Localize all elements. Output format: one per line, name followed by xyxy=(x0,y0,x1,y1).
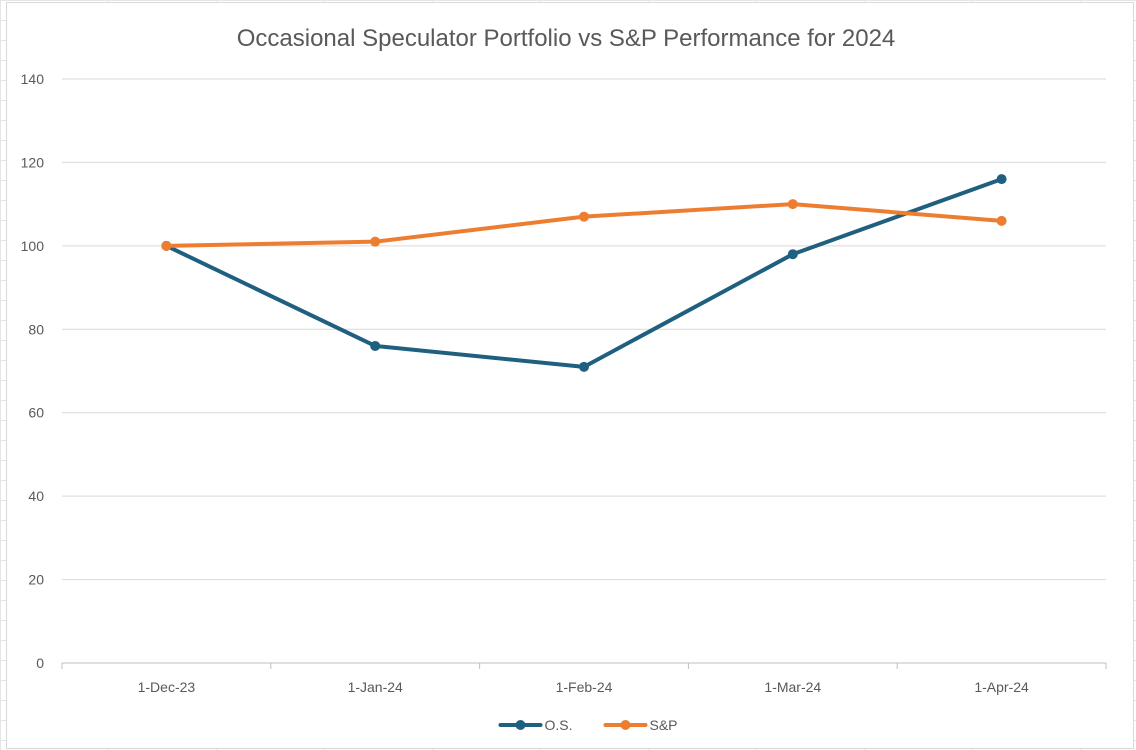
data-point xyxy=(370,340,381,351)
chart-area[interactable] xyxy=(6,2,1134,749)
gridlines xyxy=(62,78,1106,581)
data-point xyxy=(787,199,798,210)
data-point xyxy=(787,249,798,260)
legend-marker-1 xyxy=(620,720,631,730)
legend-marker-0 xyxy=(515,720,526,730)
series-line-0 xyxy=(164,177,1004,369)
y-tick-label-20: 20 xyxy=(28,572,44,588)
data-point xyxy=(161,240,172,251)
y-tick-label-100: 100 xyxy=(21,238,45,254)
series-lines xyxy=(161,174,1007,372)
x-tick-label: 1-Feb-24 xyxy=(556,679,613,695)
x-tick-label: 1-Dec-23 xyxy=(138,679,196,695)
data-point xyxy=(370,236,381,247)
y-tick-label-80: 80 xyxy=(28,321,44,337)
data-point xyxy=(579,361,589,372)
legend-label-0: O.S. xyxy=(545,717,573,733)
x-tick-label: 1-Jan-24 xyxy=(348,679,403,695)
data-point xyxy=(996,215,1007,226)
data-point xyxy=(579,211,589,222)
x-axis: 1-Dec-23 1-Jan-24 1-Feb-24 1-Mar-24 1-Apr-24 xyxy=(61,662,1107,695)
y-tick-label-140: 140 xyxy=(21,71,45,87)
x-tick-label: 1-Apr-24 xyxy=(974,679,1029,695)
y-tick-label-120: 120 xyxy=(21,154,45,170)
y-tick-label-60: 60 xyxy=(28,405,44,421)
legend-label-1: S&P xyxy=(650,717,678,733)
y-tick-label-0: 0 xyxy=(36,655,44,671)
y-tick-label-40: 40 xyxy=(28,488,44,504)
data-point xyxy=(996,174,1007,185)
legend[interactable]: O.S. S&P xyxy=(498,717,678,733)
y-axis-ticks: 0 20 40 60 80 100 120 140 xyxy=(21,71,45,671)
x-tick-label: 1-Mar-24 xyxy=(764,679,821,695)
chart-title: Occasional Speculator Portfolio vs S&P P… xyxy=(237,25,896,52)
